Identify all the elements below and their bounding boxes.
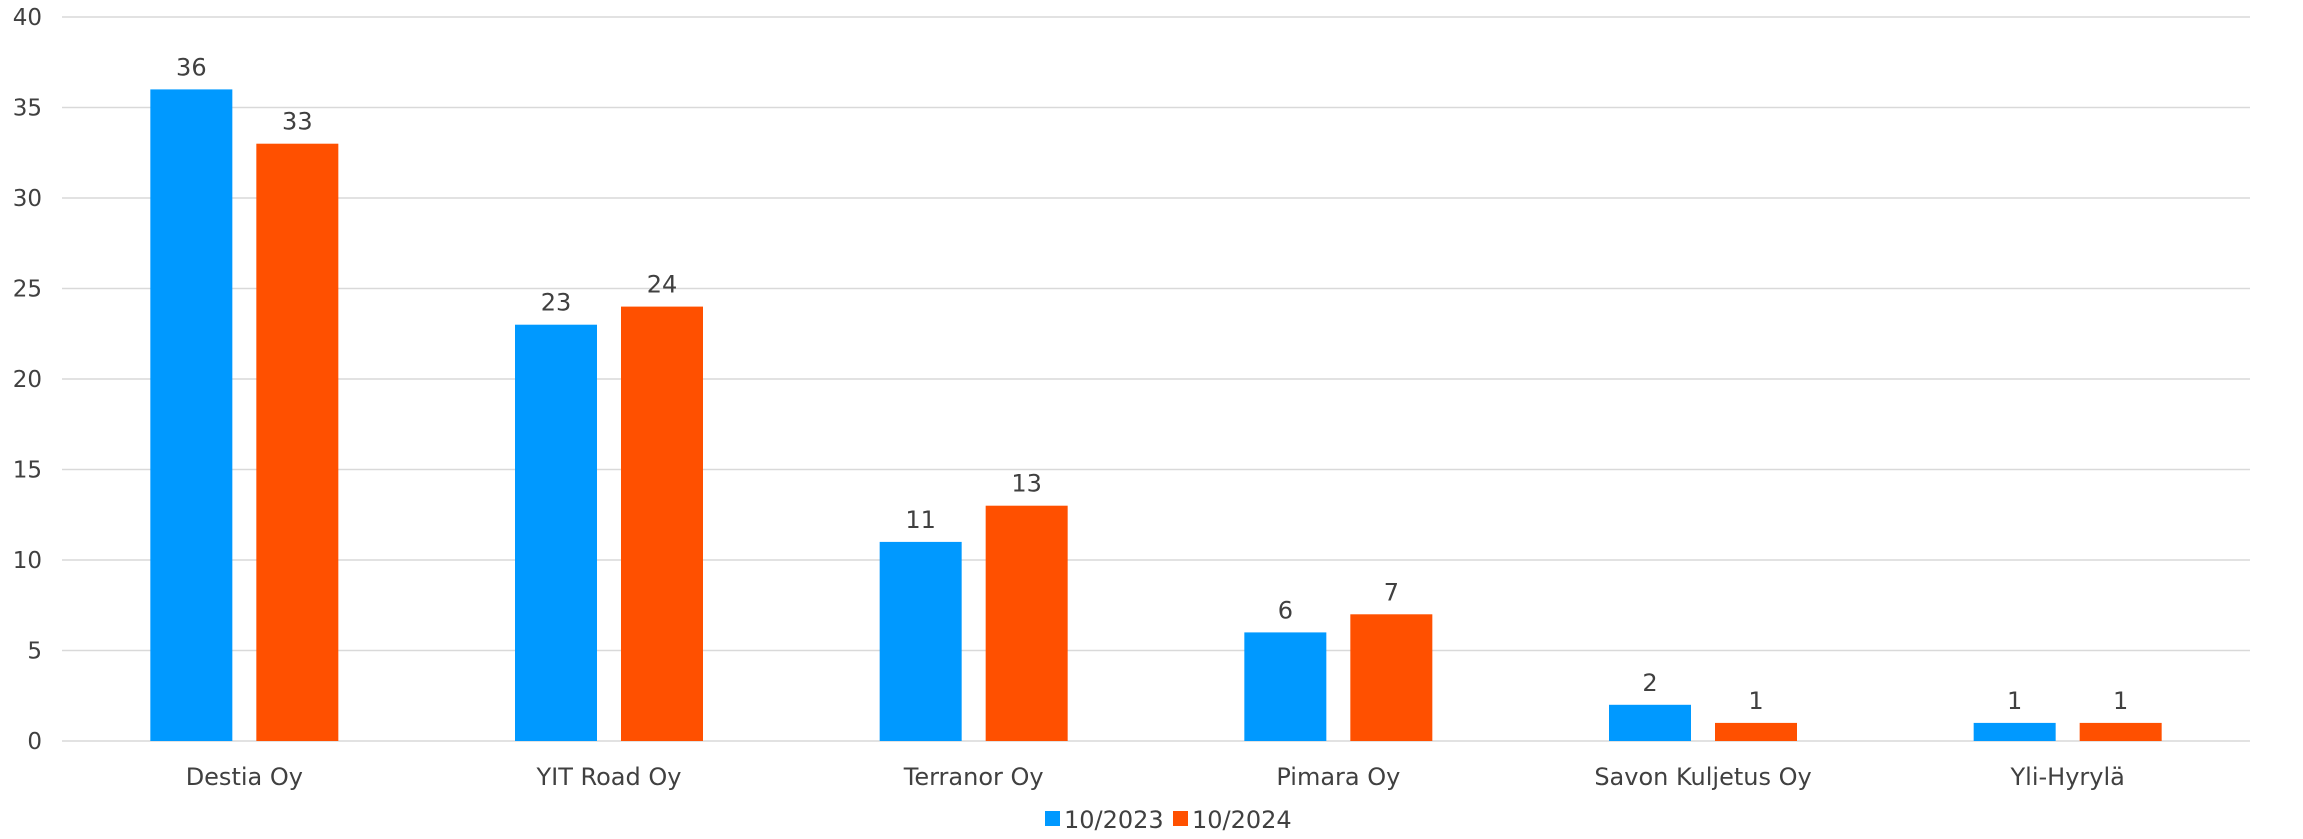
- bar: [1350, 614, 1433, 741]
- bar: [515, 324, 597, 741]
- bar: [621, 306, 703, 741]
- x-category-label: Pimara Oy: [1276, 763, 1400, 791]
- legend-label: 10/2024: [1192, 806, 1292, 834]
- data-label: 1: [1748, 687, 1763, 715]
- data-label: 24: [647, 271, 678, 299]
- bar: [985, 505, 1068, 741]
- data-label: 6: [1278, 596, 1293, 624]
- y-tick-label: 25: [13, 277, 42, 303]
- bar: [2079, 722, 2162, 741]
- x-category-label: Destia Oy: [186, 763, 303, 791]
- data-label: 11: [905, 506, 936, 534]
- data-label: 36: [176, 53, 207, 81]
- x-category-label: YIT Road Oy: [536, 763, 682, 791]
- y-tick-label: 35: [13, 96, 42, 122]
- bar: [1973, 722, 2056, 741]
- y-tick-label: 10: [13, 548, 42, 574]
- x-category-label: Terranor Oy: [903, 763, 1044, 791]
- data-label: 7: [1384, 578, 1399, 606]
- data-label: 33: [282, 108, 313, 136]
- y-tick-label: 20: [13, 367, 42, 393]
- bar: [1244, 632, 1327, 741]
- bar: [1715, 722, 1797, 741]
- bar: [879, 541, 962, 741]
- legend-swatch: [1045, 811, 1060, 826]
- y-tick-label: 30: [13, 186, 42, 212]
- data-label: 1: [2113, 687, 2128, 715]
- bar: [1609, 704, 1691, 741]
- data-label: 23: [541, 289, 572, 317]
- legend-label: 10/2023: [1064, 806, 1164, 834]
- data-label: 2: [1642, 669, 1657, 697]
- y-tick-label: 15: [13, 458, 42, 484]
- x-category-label: Savon Kuljetus Oy: [1594, 763, 1811, 791]
- y-tick-label: 40: [13, 5, 42, 31]
- bar: [256, 143, 339, 741]
- legend-swatch: [1173, 811, 1188, 826]
- data-label: 1: [2007, 687, 2022, 715]
- data-label: 13: [1011, 470, 1042, 498]
- y-tick-label: 5: [27, 639, 42, 665]
- y-tick-label: 0: [27, 729, 42, 755]
- bar: [150, 89, 233, 741]
- x-category-label: Yli-Hyrylä: [2009, 763, 2124, 791]
